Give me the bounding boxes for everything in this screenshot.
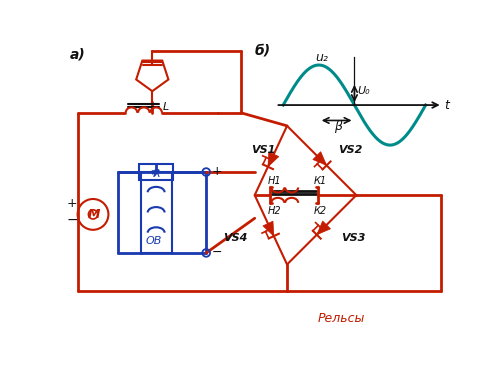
Polygon shape xyxy=(263,221,274,236)
Text: u₂: u₂ xyxy=(315,51,328,64)
Text: б): б) xyxy=(254,43,271,57)
Polygon shape xyxy=(313,152,326,165)
Text: −: − xyxy=(67,213,78,226)
Text: +: + xyxy=(67,197,78,210)
Text: −: − xyxy=(212,246,222,259)
Polygon shape xyxy=(317,221,330,235)
Text: М: М xyxy=(88,208,100,221)
Text: ОВ: ОВ xyxy=(146,236,162,246)
Text: К1: К1 xyxy=(314,176,327,186)
Text: VS3: VS3 xyxy=(341,233,365,243)
Text: Н1: Н1 xyxy=(268,176,281,186)
Text: +: + xyxy=(212,165,222,178)
Text: L: L xyxy=(162,102,168,112)
Bar xyxy=(141,172,172,253)
Text: VS1: VS1 xyxy=(252,145,276,155)
Text: t: t xyxy=(444,99,449,112)
Text: Рельсы: Рельсы xyxy=(318,312,365,325)
Text: β: β xyxy=(334,120,342,133)
Text: а): а) xyxy=(70,48,86,62)
Text: R: R xyxy=(152,170,160,180)
Text: VS2: VS2 xyxy=(338,145,362,155)
Text: Н2: Н2 xyxy=(268,206,281,216)
Polygon shape xyxy=(268,152,279,167)
Text: К2: К2 xyxy=(314,206,327,216)
Text: VS4: VS4 xyxy=(223,233,248,243)
Text: U₀: U₀ xyxy=(358,86,370,96)
Bar xyxy=(139,164,173,180)
